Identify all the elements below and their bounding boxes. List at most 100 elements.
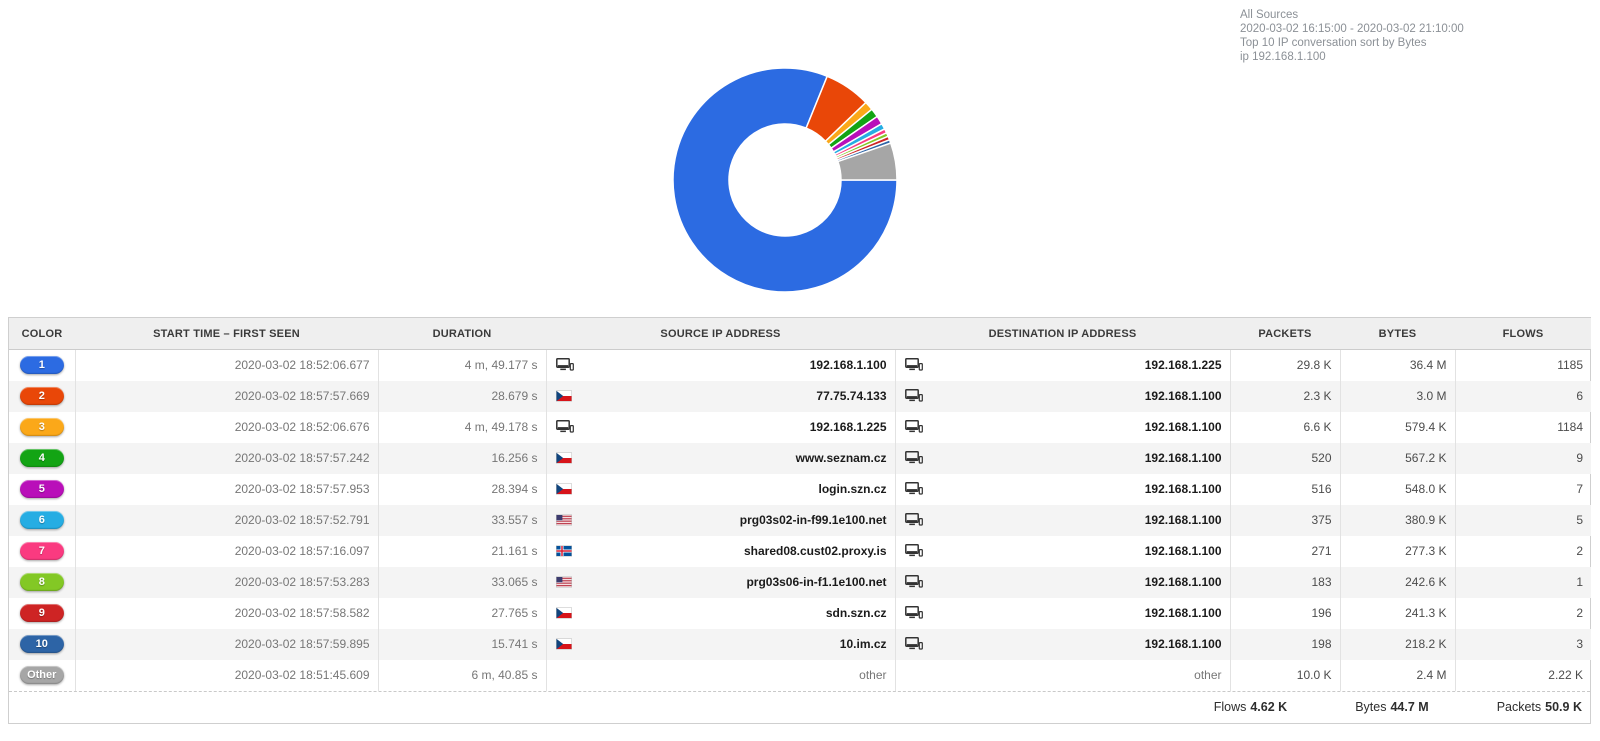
start-time-cell: 2020-03-02 18:51:45.609	[74, 659, 378, 691]
bytes-cell: 242.6 K	[1339, 566, 1455, 598]
flows-cell: 5	[1454, 504, 1591, 536]
flag-is-icon	[555, 545, 572, 557]
start-time-cell: 2020-03-02 18:57:57.242	[74, 442, 378, 474]
color-cell: 5	[9, 474, 75, 505]
start-time-cell: 2020-03-02 18:57:57.953	[74, 473, 378, 505]
source-ip-cell: login.szn.cz	[545, 473, 895, 505]
rank-badge: 9	[19, 604, 64, 622]
start-time-cell: 2020-03-02 18:57:52.791	[74, 504, 378, 536]
source-address: 77.75.74.133	[816, 389, 887, 403]
source-ip-cell: www.seznam.cz	[545, 442, 895, 474]
host-icon	[904, 513, 923, 527]
destination-ip-cell: 192.168.1.100	[894, 566, 1230, 598]
destination-address: 192.168.1.100	[1144, 575, 1222, 589]
bytes-cell: 218.2 K	[1339, 628, 1455, 660]
color-cell: 6	[9, 504, 75, 536]
duration-cell: 28.394 s	[377, 473, 546, 505]
total-packets: Packets 50.9 K	[1496, 699, 1582, 714]
flag-cz-icon	[555, 390, 572, 402]
rank-badge: 7	[19, 542, 64, 560]
start-time-cell: 2020-03-02 18:57:59.895	[74, 628, 378, 660]
source-ip-cell: shared08.cust02.proxy.is	[545, 535, 895, 567]
duration-cell: 6 m, 40.85 s	[377, 659, 546, 691]
source-ip-cell: 192.168.1.225	[545, 411, 895, 443]
packets-cell: 520	[1229, 442, 1340, 474]
flag-us-icon	[555, 576, 572, 588]
bytes-cell: 3.0 M	[1339, 380, 1455, 412]
column-header-source-ip-address: SOURCE IP ADDRESS	[546, 318, 895, 350]
source-address: sdn.szn.cz	[825, 606, 887, 620]
duration-cell: 16.256 s	[377, 442, 546, 474]
column-header-bytes: BYTES	[1340, 318, 1455, 350]
host-icon	[904, 389, 923, 403]
source-address: prg03s02-in-f99.1e100.net	[739, 513, 887, 527]
destination-address: 192.168.1.100	[1144, 482, 1222, 496]
start-time-cell: 2020-03-02 18:52:06.676	[74, 411, 378, 443]
rank-badge: 3	[19, 418, 64, 436]
flows-cell: 2	[1454, 597, 1591, 629]
rank-badge: 1	[19, 356, 64, 375]
destination-ip-cell: 192.168.1.225	[894, 349, 1230, 381]
flows-cell: 1185	[1454, 349, 1591, 381]
duration-cell: 15.741 s	[377, 628, 546, 660]
destination-address: 192.168.1.100	[1144, 389, 1222, 403]
table-row-3: 3 2020-03-02 18:52:06.676 4 m, 49.178 s 192…	[9, 411, 1591, 443]
source-ip-cell: prg03s02-in-f99.1e100.net	[545, 504, 895, 536]
color-cell: 8	[9, 566, 75, 598]
destination-address: other	[1194, 668, 1222, 682]
flag-cz-icon	[555, 638, 572, 650]
flag-cz-icon	[555, 483, 572, 495]
source-address: prg03s06-in-f1.1e100.net	[746, 575, 887, 589]
bytes-cell: 36.4 M	[1339, 349, 1455, 381]
destination-address: 192.168.1.100	[1144, 420, 1222, 434]
destination-address: 192.168.1.100	[1144, 544, 1222, 558]
total-flows: Flows 4.62 K	[1213, 699, 1288, 714]
rank-badge: 2	[19, 387, 64, 405]
table-row-5: 5 2020-03-02 18:57:57.953 28.394 s login.sz…	[9, 473, 1591, 505]
host-icon	[904, 358, 923, 372]
start-time-cell: 2020-03-02 18:57:16.097	[74, 535, 378, 567]
flag-cz-icon	[555, 607, 572, 619]
source-address: 10.im.cz	[839, 637, 887, 651]
bytes-cell: 380.9 K	[1339, 504, 1455, 536]
conversations-table-panel: COLOR START TIME – FIRST SEEN DURATION SOUR…	[8, 317, 1591, 724]
color-cell: 1	[9, 350, 75, 381]
host-icon	[904, 606, 923, 620]
report-info-source: All Sources	[1240, 9, 1299, 21]
host-icon	[904, 544, 923, 558]
report-info-time-range: 2020-03-02 16:15:00 - 2020-03-02 21:10:0…	[1240, 23, 1464, 35]
color-cell: 9	[9, 598, 75, 629]
destination-ip-cell: other	[894, 659, 1230, 691]
destination-ip-cell: 192.168.1.100	[894, 442, 1230, 474]
flows-cell: 1	[1454, 566, 1591, 598]
table-row-6: 6 2020-03-02 18:57:52.791 33.557 s prg03s02…	[9, 504, 1591, 536]
report-info: All Sources 2020-03-02 16:15:00 - 2020-0…	[1240, 8, 1464, 64]
bytes-cell: 579.4 K	[1339, 411, 1455, 443]
bytes-cell: 548.0 K	[1339, 473, 1455, 505]
flows-cell: 9	[1454, 442, 1591, 474]
duration-cell: 21.161 s	[377, 535, 546, 567]
duration-cell: 4 m, 49.177 s	[377, 349, 546, 381]
host-icon	[904, 637, 923, 651]
start-time-cell: 2020-03-02 18:52:06.677	[74, 349, 378, 381]
packets-cell: 10.0 K	[1229, 659, 1340, 691]
report-info-filter: ip 192.168.1.100	[1240, 51, 1326, 63]
report-info-title: Top 10 IP conversation sort by Bytes	[1240, 37, 1427, 49]
duration-cell: 27.765 s	[377, 597, 546, 629]
pie-slice-other[interactable]	[836, 142, 898, 181]
total-bytes: Bytes 44.7 M	[1355, 699, 1429, 714]
destination-address: 192.168.1.100	[1144, 513, 1222, 527]
source-ip-cell: prg03s06-in-f1.1e100.net	[545, 566, 895, 598]
column-header-start-time-first-seen: START TIME – FIRST SEEN	[75, 318, 378, 350]
color-cell: 7	[9, 536, 75, 567]
host-icon	[555, 358, 574, 372]
packets-cell: 183	[1229, 566, 1340, 598]
flag-us-icon	[555, 514, 572, 526]
source-ip-cell: 192.168.1.100	[545, 349, 895, 381]
table-row-9: 9 2020-03-02 18:57:58.582 27.765 s sdn.szn.…	[9, 597, 1591, 629]
top10-donut-chart	[665, 60, 905, 300]
packets-cell: 271	[1229, 535, 1340, 567]
source-address: 192.168.1.225	[809, 420, 887, 434]
color-cell: 10	[9, 628, 75, 660]
pie-slice-1[interactable]	[672, 67, 898, 293]
